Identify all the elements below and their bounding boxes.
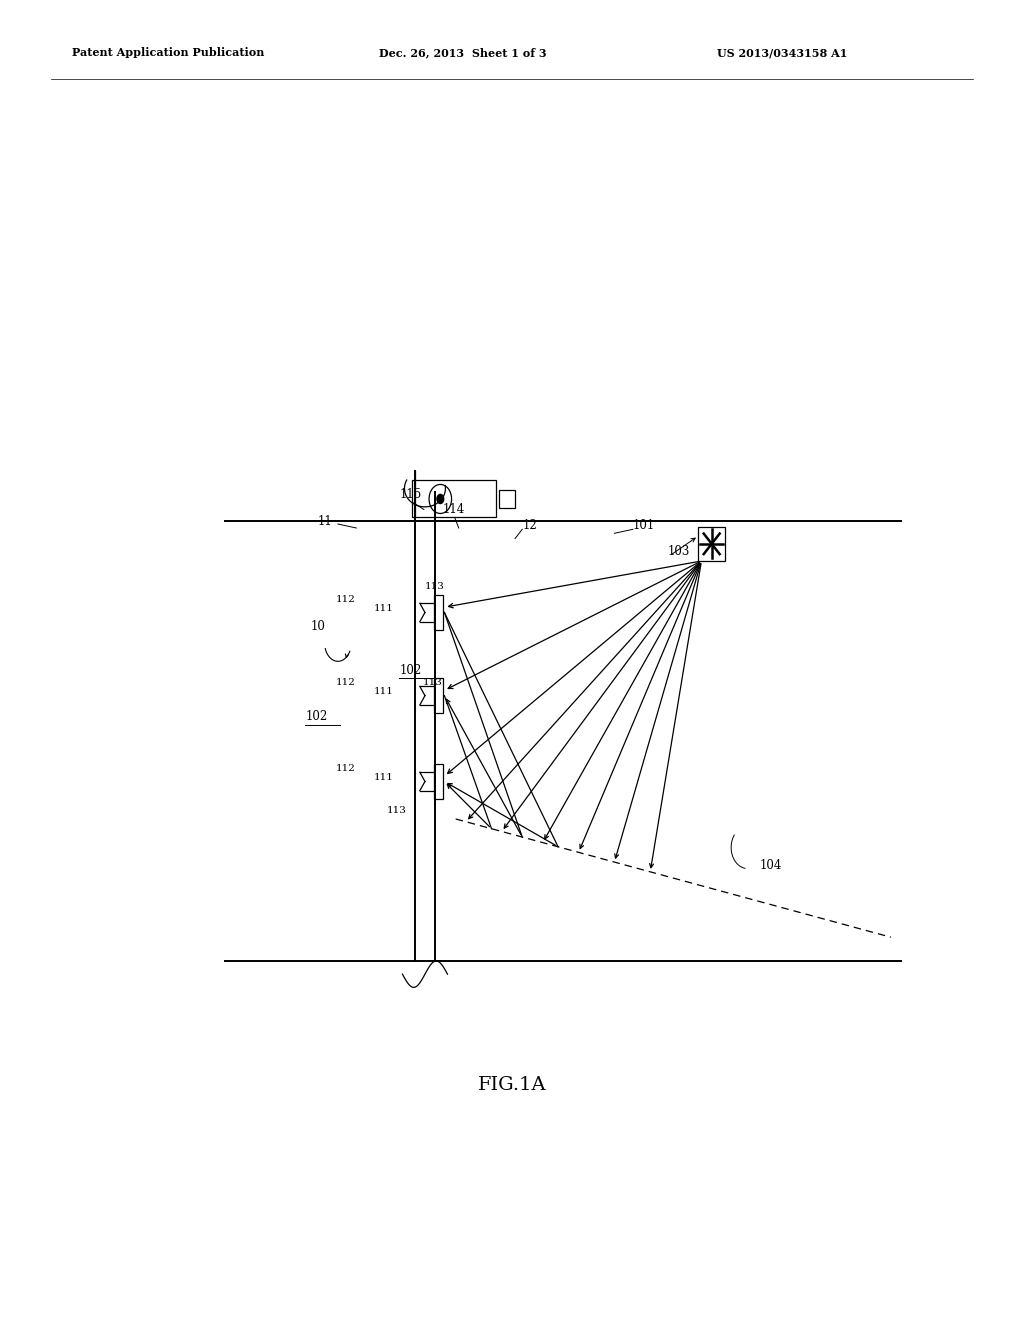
Text: US 2013/0343158 A1: US 2013/0343158 A1 [717, 48, 847, 58]
Text: 112: 112 [336, 595, 355, 603]
Text: Patent Application Publication: Patent Application Publication [72, 48, 264, 58]
Bar [434, 595, 443, 630]
Text: 114: 114 [442, 503, 465, 516]
Text: 101: 101 [633, 519, 655, 532]
Text: 11: 11 [317, 515, 332, 528]
Circle shape [436, 494, 444, 504]
Text: 103: 103 [668, 545, 690, 558]
Text: 112: 112 [336, 764, 355, 772]
Text: 104: 104 [760, 859, 782, 873]
Text: 111: 111 [374, 774, 393, 781]
Bar [434, 764, 443, 799]
Text: 102: 102 [399, 664, 422, 677]
Text: FIG.1A: FIG.1A [477, 1076, 547, 1094]
Text: 111: 111 [374, 605, 393, 612]
Bar [499, 490, 515, 508]
Text: 113: 113 [425, 582, 444, 590]
Text: 115: 115 [399, 488, 422, 502]
Text: 102: 102 [305, 710, 328, 723]
Bar [698, 527, 725, 561]
Text: Dec. 26, 2013  Sheet 1 of 3: Dec. 26, 2013 Sheet 1 of 3 [379, 48, 547, 58]
Text: 111: 111 [374, 688, 393, 696]
Text: 12: 12 [522, 519, 537, 532]
Bar [412, 480, 496, 517]
Bar [434, 678, 443, 713]
Text: 113: 113 [387, 807, 407, 814]
Text: 113: 113 [423, 678, 442, 686]
Text: 10: 10 [310, 620, 326, 634]
Text: 112: 112 [336, 678, 355, 686]
